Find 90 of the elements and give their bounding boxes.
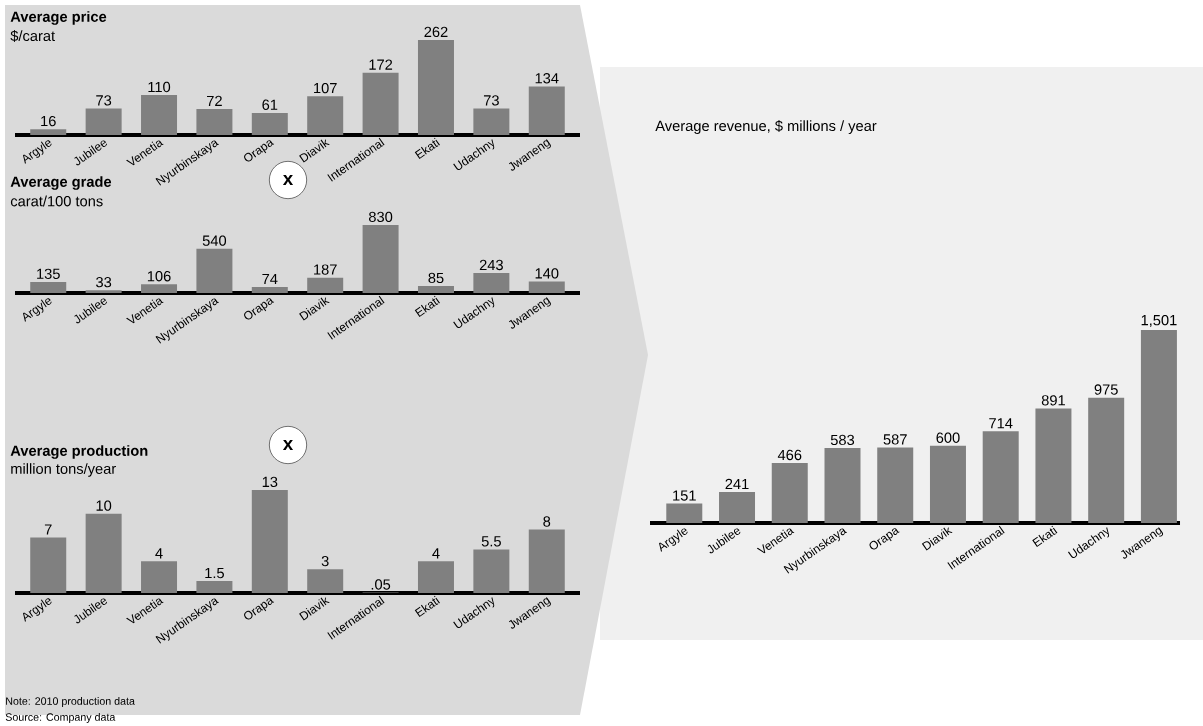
data-label: 187 (314, 264, 337, 275)
data-label: 85 (428, 272, 444, 284)
data-label: 172 (369, 59, 393, 70)
bar (196, 108, 233, 135)
data-label: 73 (483, 95, 499, 106)
text: Note: 2010 production data (6, 697, 135, 707)
chart-title: Average production (10, 445, 148, 459)
data-label: 33 (96, 276, 112, 288)
data-label: 975 (1094, 384, 1118, 395)
bar (982, 431, 1019, 523)
bar (251, 490, 288, 593)
bar (528, 86, 565, 135)
data-label: 1,501 (1141, 314, 1177, 328)
data-label: 3 (321, 555, 329, 567)
data-label: 106 (147, 271, 171, 282)
bar (1035, 408, 1072, 523)
bar (666, 503, 703, 523)
data-label: 135 (37, 268, 60, 280)
data-label: .05 (371, 579, 391, 590)
bar (196, 248, 233, 293)
bar (771, 463, 808, 523)
data-label: 151 (673, 490, 696, 501)
bar (528, 281, 565, 293)
bar (1140, 330, 1177, 523)
data-label: 4 (432, 548, 440, 559)
bar (85, 513, 122, 593)
data-label: 4 (155, 548, 163, 559)
bar (30, 129, 67, 135)
bar (307, 277, 344, 293)
data-label: 262 (424, 26, 448, 38)
bar (141, 561, 178, 593)
bar (417, 286, 454, 293)
data-label: 600 (936, 432, 960, 443)
data-label: 891 (1041, 395, 1065, 406)
bar (251, 112, 288, 135)
bar (719, 492, 756, 523)
data-label: 540 (202, 235, 227, 246)
bar (473, 108, 510, 135)
chart-subtitle: million tons/year (11, 463, 116, 477)
bar (528, 529, 565, 593)
data-label: 583 (830, 434, 855, 446)
data-label: 1.5 (205, 567, 224, 579)
bar (877, 447, 914, 523)
bar (362, 225, 399, 293)
data-label: 587 (883, 434, 907, 445)
data-label: 243 (479, 259, 503, 271)
data-label: 10 (96, 500, 112, 511)
chart-title: Average price (10, 11, 107, 25)
data-label: 7 (44, 524, 52, 535)
bar (85, 108, 122, 135)
bar (30, 537, 67, 593)
data-label: 61 (262, 99, 278, 110)
bar (1088, 397, 1125, 523)
bar (473, 549, 510, 593)
chart-subtitle: carat/100 tons (10, 195, 103, 207)
data-label: 73 (96, 95, 112, 106)
bar (307, 569, 344, 593)
data-label: 72 (207, 95, 222, 106)
bar (417, 561, 454, 593)
data-label: 107 (314, 82, 337, 94)
chart-subtitle: $/carat (10, 30, 55, 42)
bar (929, 445, 966, 523)
bar (30, 281, 67, 293)
text: x (282, 175, 294, 185)
data-label: 466 (777, 449, 802, 461)
bar (196, 581, 233, 593)
data-label: 16 (41, 115, 56, 127)
source-note: Source: Company data (5, 713, 116, 723)
data-label: 140 (535, 268, 559, 279)
data-label: 134 (535, 73, 559, 84)
data-label: 5.5 (481, 536, 501, 547)
bar (251, 286, 288, 293)
chart-title: Average grade (10, 176, 112, 190)
data-label: 8 (543, 516, 551, 527)
data-label: 74 (262, 273, 278, 284)
data-label: 13 (262, 476, 278, 488)
bar (141, 95, 178, 135)
bar (362, 72, 399, 135)
bar (85, 290, 122, 293)
bar (307, 96, 344, 135)
bar (417, 40, 454, 135)
text: x (282, 440, 294, 450)
bar (824, 448, 861, 523)
data-label: 714 (989, 418, 1013, 429)
chart-title: Average revenue, $ millions / year (655, 120, 877, 134)
bar (473, 273, 510, 293)
data-label: 830 (368, 211, 393, 223)
data-label: 110 (148, 81, 171, 93)
data-label: 241 (725, 478, 749, 490)
bar (141, 284, 178, 293)
